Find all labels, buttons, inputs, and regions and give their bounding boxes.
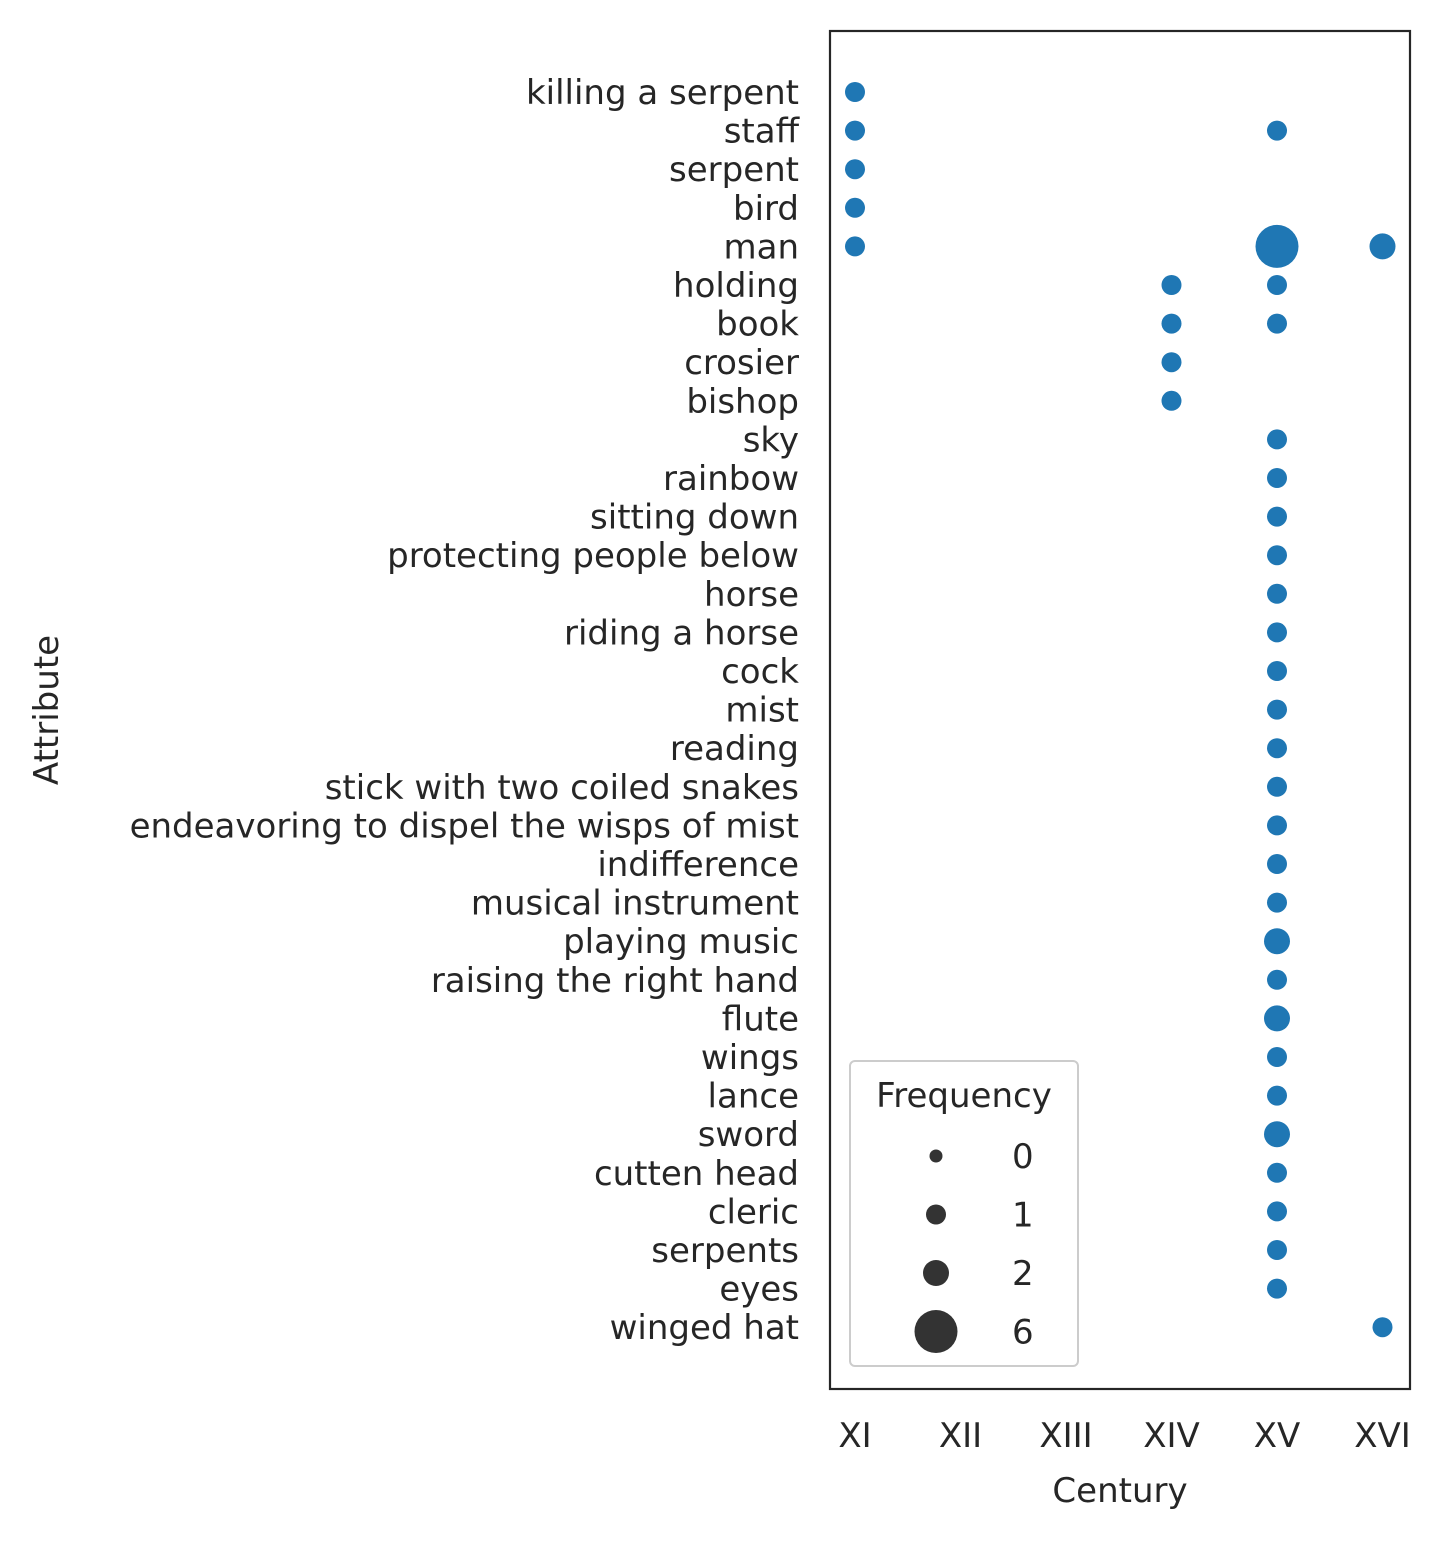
y-tick-label-staff: staff	[724, 112, 801, 152]
data-point-xv-staff	[1267, 120, 1287, 141]
data-point-xv-man	[1255, 224, 1299, 268]
data-point-xv-indifference	[1267, 854, 1287, 874]
data-point-xi-bird	[845, 197, 865, 218]
y-tick-label-book: book	[716, 305, 799, 345]
y-tick-label-raising-the-right-hand: raising the right hand	[431, 961, 799, 1001]
y-tick-label-sky: sky	[743, 420, 799, 460]
y-tick-label-protecting-people-below: protecting people below	[387, 536, 799, 576]
x-tick-label-xiv: XIV	[1143, 1416, 1200, 1456]
x-tick-label-xv: XV	[1254, 1416, 1301, 1456]
x-tick-labels: XI XII XIII XIV XV XVI	[838, 1416, 1410, 1456]
y-tick-label-eyes: eyes	[719, 1270, 799, 1310]
data-point-xi-killing-a-serpent	[845, 82, 865, 102]
data-point-xi-man	[845, 236, 865, 257]
y-tick-label-crosier: crosier	[684, 343, 799, 383]
x-tick-label-xi: XI	[838, 1416, 871, 1456]
x-tick-label-xvi: XVI	[1354, 1416, 1411, 1456]
data-point-xv-cock	[1267, 661, 1287, 681]
legend-label-2: 2	[1012, 1254, 1034, 1294]
y-tick-label-lance: lance	[708, 1077, 799, 1117]
data-point-xv-reading	[1267, 738, 1287, 759]
y-tick-label-reading: reading	[670, 729, 799, 769]
legend-marker-0	[929, 1149, 943, 1163]
x-tick-label-xii: XII	[939, 1416, 982, 1456]
data-points	[845, 82, 1396, 1338]
y-tick-label-endeavoring-to-dispel-the-wisps-of-mist: endeavoring to dispel the wisps of mist	[130, 806, 799, 846]
data-point-xv-book	[1267, 313, 1287, 334]
data-point-xv-stick-with-two-coiled-snakes	[1267, 776, 1287, 797]
data-point-xv-horse	[1267, 583, 1287, 604]
y-tick-label-sitting-down: sitting down	[590, 498, 799, 538]
data-point-xv-cleric	[1267, 1201, 1287, 1222]
data-point-xv-riding-a-horse	[1267, 622, 1287, 643]
plot-frame	[828, 29, 1412, 1391]
y-tick-label-indifference: indifference	[597, 845, 799, 885]
data-point-xv-flute	[1264, 1005, 1290, 1032]
y-tick-label-serpent: serpent	[669, 150, 799, 190]
y-tick-label-riding-a-horse: riding a horse	[564, 613, 799, 653]
y-tick-label-holding: holding	[673, 266, 799, 306]
x-tick-label-xiii: XIII	[1039, 1416, 1092, 1456]
y-tick-label-man: man	[723, 227, 799, 267]
x-axis-title: Century	[1052, 1471, 1187, 1511]
legend-label-6: 6	[1012, 1313, 1034, 1353]
legend-marker-2	[923, 1260, 949, 1286]
data-point-xv-holding	[1267, 275, 1287, 295]
y-tick-label-cock: cock	[721, 652, 799, 692]
data-point-xi-staff	[845, 120, 865, 141]
data-point-xiv-holding	[1161, 275, 1182, 295]
y-tick-labels: killing a serpentstaffserpentbirdmanhold…	[130, 73, 801, 1348]
data-point-xv-playing-music	[1264, 928, 1290, 955]
y-tick-label-winged-hat: winged hat	[610, 1308, 799, 1348]
y-axis-title: Attribute	[27, 635, 67, 785]
data-point-xv-protecting-people-below	[1267, 545, 1287, 566]
data-point-xv-sky	[1267, 429, 1287, 450]
y-tick-label-playing-music: playing music	[563, 922, 799, 962]
data-point-xv-serpents	[1267, 1240, 1287, 1260]
legend-entries: 0 1 2 6	[914, 1137, 1034, 1353]
y-tick-label-killing-a-serpent: killing a serpent	[526, 73, 799, 113]
legend-label-1: 1	[1012, 1196, 1034, 1236]
data-point-xv-lance	[1267, 1085, 1287, 1106]
data-point-xi-serpent	[845, 159, 865, 180]
legend-box	[849, 1060, 1079, 1367]
legend-marker-1	[926, 1204, 946, 1225]
data-point-xv-eyes	[1267, 1278, 1287, 1299]
legend-marker-6	[914, 1310, 958, 1353]
data-point-xv-musical-instrument	[1267, 892, 1287, 913]
y-tick-label-sword: sword	[698, 1115, 799, 1155]
legend: Frequency 0 1 2 6	[849, 1060, 1079, 1367]
y-tick-label-rainbow: rainbow	[663, 459, 799, 499]
y-tick-label-horse: horse	[704, 575, 799, 615]
legend-label-0: 0	[1012, 1137, 1034, 1177]
data-point-xv-endeavoring-to-dispel-the-wisps-of-mist	[1267, 815, 1287, 836]
y-tick-label-cutten-head: cutten head	[594, 1154, 799, 1194]
legend-title: Frequency	[876, 1076, 1052, 1116]
y-tick-label-bird: bird	[733, 189, 799, 229]
y-tick-label-bishop: bishop	[686, 382, 799, 422]
data-point-xv-wings	[1267, 1047, 1287, 1067]
data-point-xiv-bishop	[1161, 390, 1182, 411]
y-tick-label-serpents: serpents	[651, 1231, 799, 1271]
y-tick-label-musical-instrument: musical instrument	[471, 884, 799, 924]
data-point-xv-rainbow	[1267, 468, 1287, 488]
data-point-xiv-crosier	[1161, 352, 1182, 373]
data-point-xv-raising-the-right-hand	[1267, 969, 1287, 990]
y-tick-label-cleric: cleric	[708, 1192, 799, 1232]
data-point-xv-sword	[1264, 1121, 1290, 1148]
data-point-xv-cutten-head	[1267, 1162, 1287, 1183]
y-tick-label-stick-with-two-coiled-snakes: stick with two coiled snakes	[325, 768, 799, 808]
data-point-xvi-man	[1369, 233, 1396, 260]
y-tick-label-flute: flute	[722, 999, 799, 1039]
y-tick-label-wings: wings	[701, 1038, 799, 1078]
data-point-xiv-book	[1161, 313, 1182, 334]
data-point-xv-sitting-down	[1267, 506, 1287, 527]
data-point-xv-mist	[1267, 699, 1287, 720]
data-point-xvi-winged-hat	[1372, 1317, 1393, 1338]
y-tick-label-mist: mist	[725, 691, 799, 731]
